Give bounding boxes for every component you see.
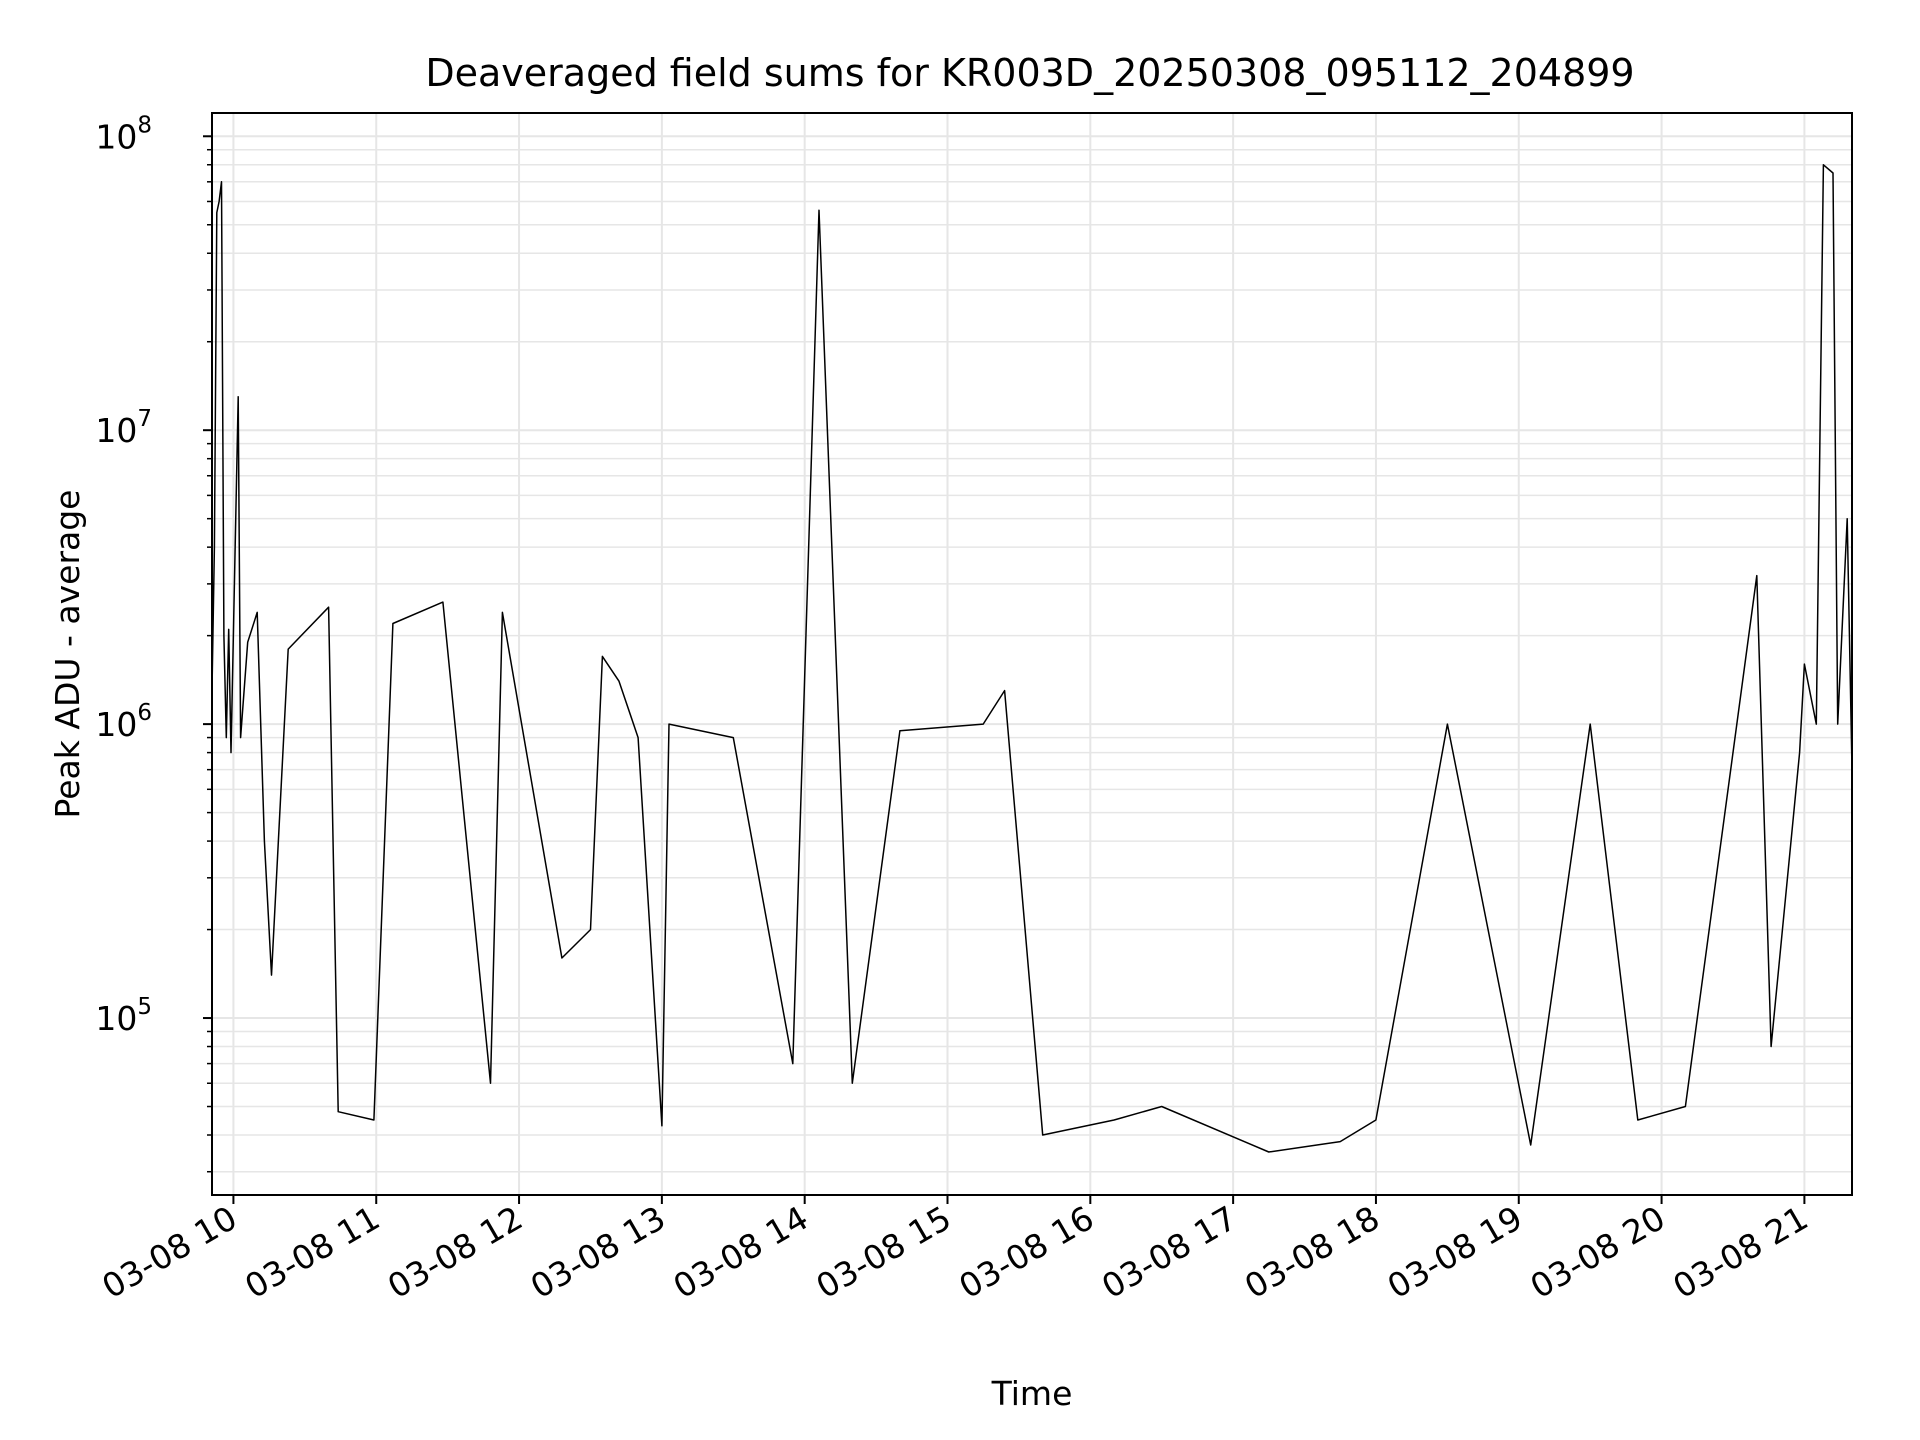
y-axis: 105 106 107 108 — [95, 112, 212, 1173]
y-tick-label: 106 — [95, 700, 152, 744]
plot-frame — [211, 112, 1853, 1196]
grid — [212, 113, 1852, 1195]
y-tick-label: 108 — [95, 112, 152, 156]
y-axis-label: Peak ADU - average — [48, 490, 87, 819]
series-layer — [211, 164, 1853, 1153]
chart-title: Deaveraged field sums for KR003D_2025030… — [425, 51, 1634, 95]
y-tick-label: 105 — [95, 994, 152, 1038]
y-tick-label: 107 — [95, 406, 152, 450]
x-axis-label: Time — [991, 1374, 1073, 1413]
series-line — [211, 164, 1853, 1153]
